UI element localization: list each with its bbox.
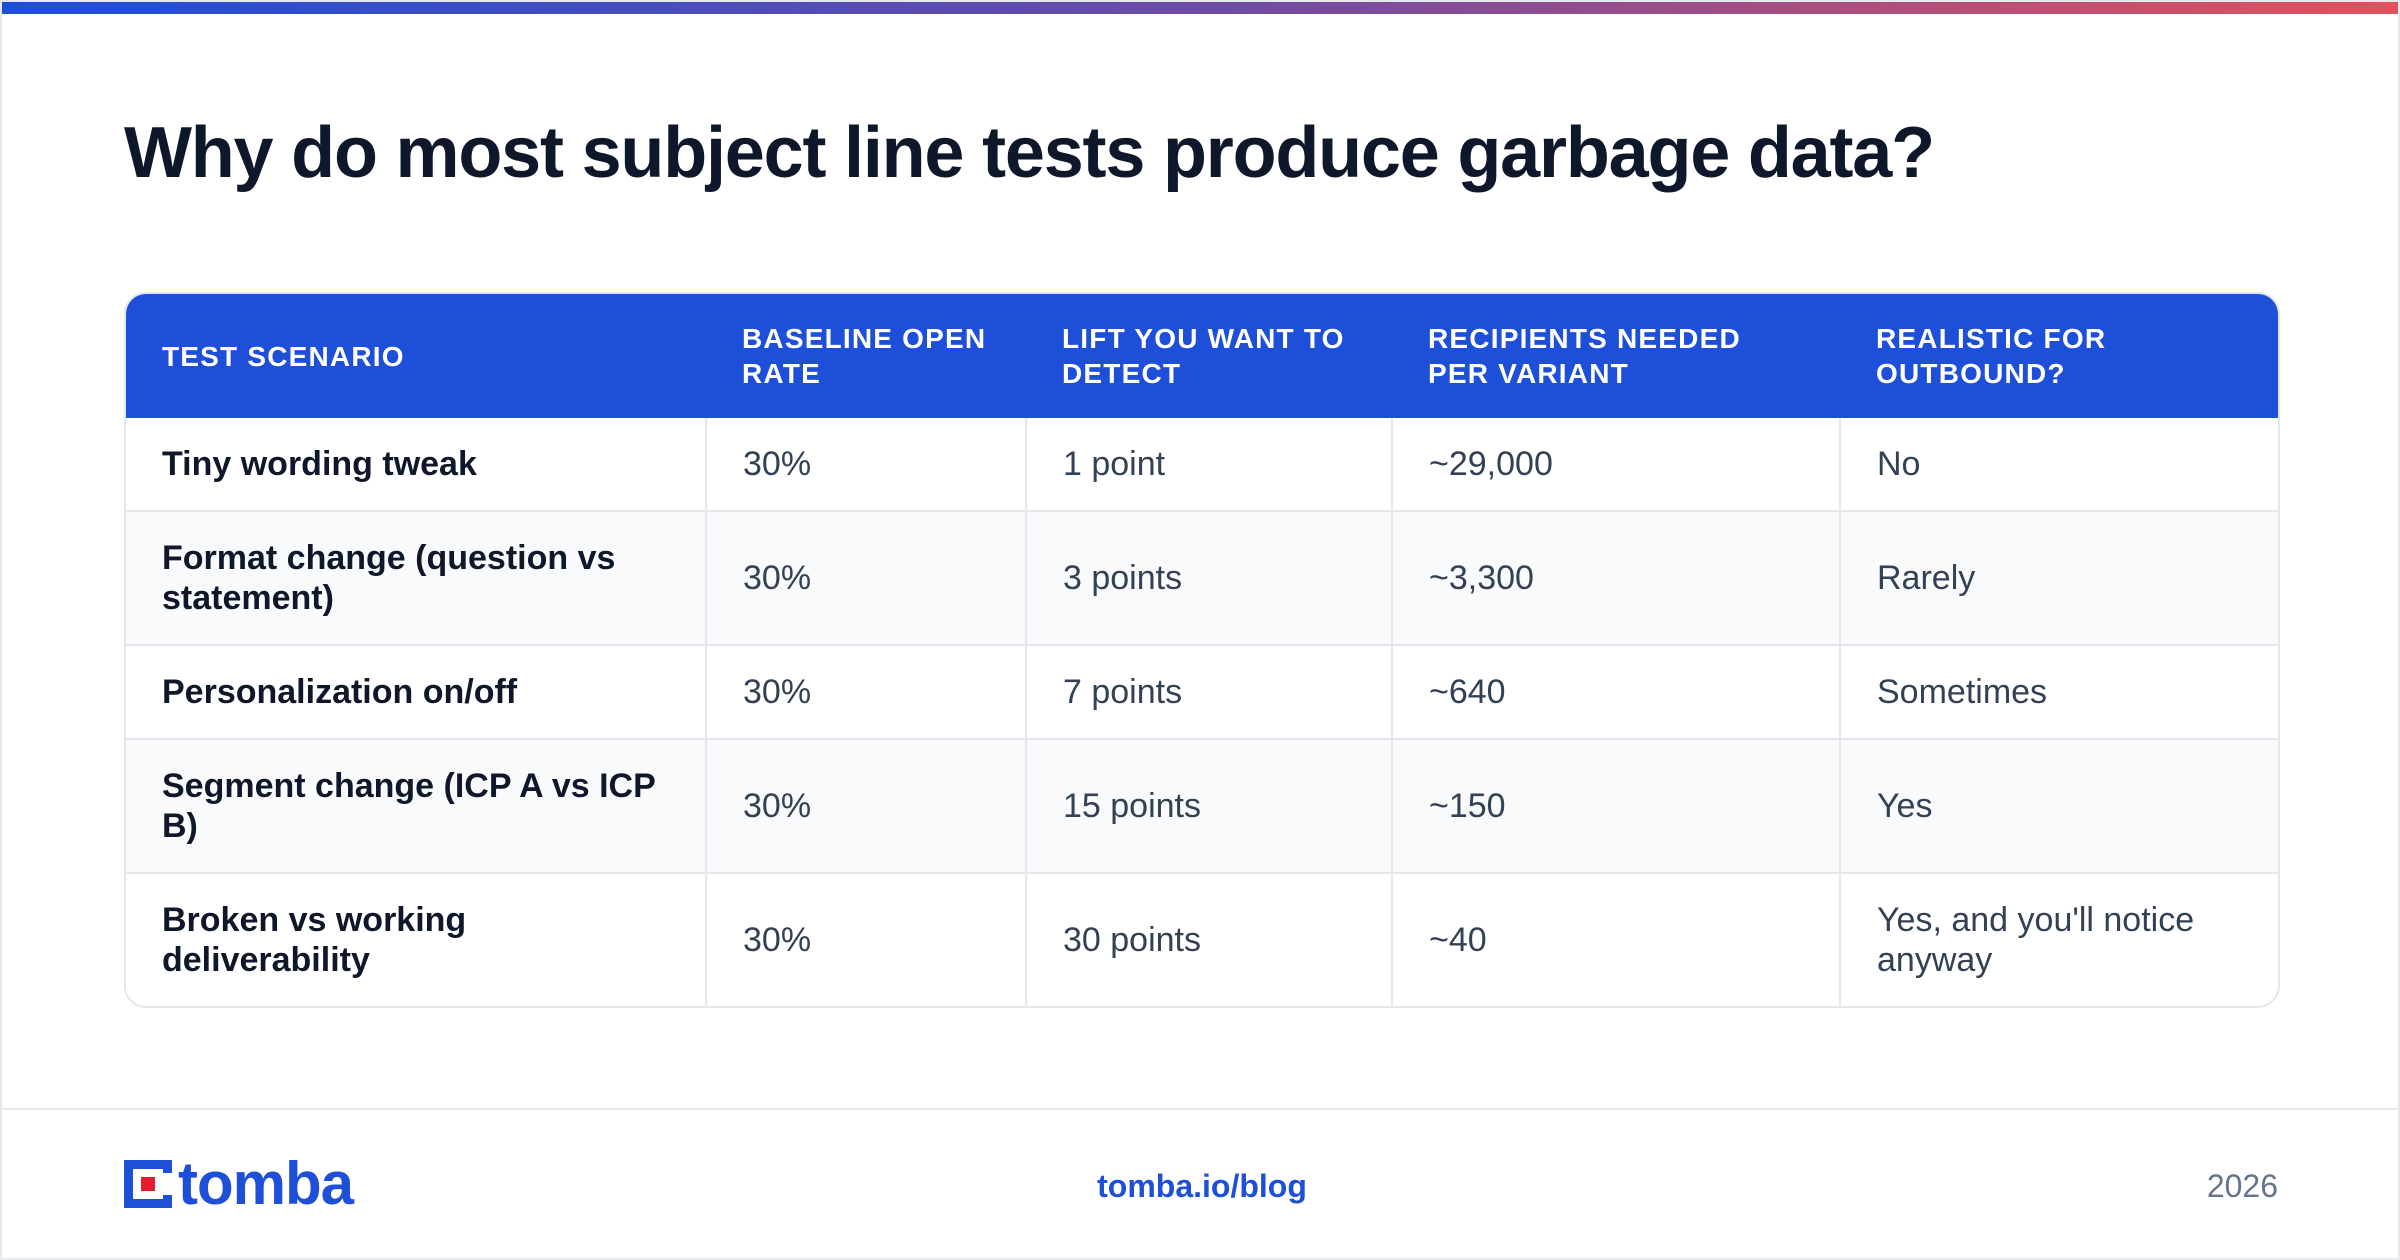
cell-recipients-needed: ~150 <box>1392 739 1841 874</box>
page-title: Why do most subject line tests produce g… <box>124 113 1935 193</box>
tomba-logo-icon <box>124 1160 174 1208</box>
cell-lift-to-detect: 15 points <box>1026 739 1393 874</box>
cell-test-scenario: Personalization on/off <box>126 645 707 740</box>
cell-lift-to-detect: 3 points <box>1026 511 1393 646</box>
footer-year: 2026 <box>2206 1168 2278 1204</box>
cell-test-scenario: Format change (question vs statement) <box>126 511 707 646</box>
cell-lift-to-detect: 1 point <box>1026 418 1393 512</box>
cell-baseline-open-rate: 30% <box>706 511 1027 646</box>
cell-lift-to-detect: 30 points <box>1026 873 1393 1006</box>
cell-test-scenario: Tiny wording tweak <box>126 418 707 512</box>
cell-test-scenario: Broken vs working deliverability <box>126 873 707 1006</box>
header-baseline-open-rate: BASELINE OPEN RATE <box>706 294 1026 418</box>
cell-lift-to-detect: 7 points <box>1026 645 1393 740</box>
cell-realistic-for-outbound: Rarely <box>1840 511 2278 646</box>
table-header-row: TEST SCENARIO BASELINE OPEN RATE LIFT YO… <box>126 294 2278 418</box>
table-row: Segment change (ICP A vs ICP B) 30% 15 p… <box>126 739 2278 874</box>
table-row: Format change (question vs statement) 30… <box>126 511 2278 646</box>
cell-realistic-for-outbound: Yes, and you'll notice anyway <box>1840 873 2278 1006</box>
table-row: Broken vs working deliverability 30% 30 … <box>126 873 2278 1006</box>
header-recipients-needed: RECIPIENTS NEEDED PER VARIANT <box>1392 294 1840 418</box>
header-lift-to-detect: LIFT YOU WANT TO DETECT <box>1026 294 1392 418</box>
comparison-table-container: TEST SCENARIO BASELINE OPEN RATE LIFT YO… <box>124 292 2280 1008</box>
cell-realistic-for-outbound: No <box>1840 418 2278 512</box>
header-test-scenario: TEST SCENARIO <box>126 294 706 418</box>
cell-realistic-for-outbound: Yes <box>1840 739 2278 874</box>
cell-recipients-needed: ~40 <box>1392 873 1841 1006</box>
tomba-logo: tomba <box>124 1150 354 1217</box>
comparison-table: TEST SCENARIO BASELINE OPEN RATE LIFT YO… <box>126 294 2278 1006</box>
cell-recipients-needed: ~3,300 <box>1392 511 1841 646</box>
cell-realistic-for-outbound: Sometimes <box>1840 645 2278 740</box>
footer-divider <box>2 1108 2398 1110</box>
cell-baseline-open-rate: 30% <box>706 739 1027 874</box>
cell-recipients-needed: ~29,000 <box>1392 418 1841 512</box>
cell-recipients-needed: ~640 <box>1392 645 1841 740</box>
top-gradient-bar <box>2 2 2398 14</box>
table-row: Personalization on/off 30% 7 points ~640… <box>126 645 2278 740</box>
footer-blog-link[interactable]: tomba.io/blog <box>1097 1168 1307 1204</box>
logo-wordmark: tomba <box>178 1150 354 1217</box>
cell-baseline-open-rate: 30% <box>706 873 1027 1006</box>
table-row: Tiny wording tweak 30% 1 point ~29,000 N… <box>126 418 2278 512</box>
cell-baseline-open-rate: 30% <box>706 418 1027 512</box>
header-realistic-for-outbound: REALISTIC FOR OUTBOUND? <box>1840 294 2278 418</box>
cell-baseline-open-rate: 30% <box>706 645 1027 740</box>
cell-test-scenario: Segment change (ICP A vs ICP B) <box>126 739 707 874</box>
